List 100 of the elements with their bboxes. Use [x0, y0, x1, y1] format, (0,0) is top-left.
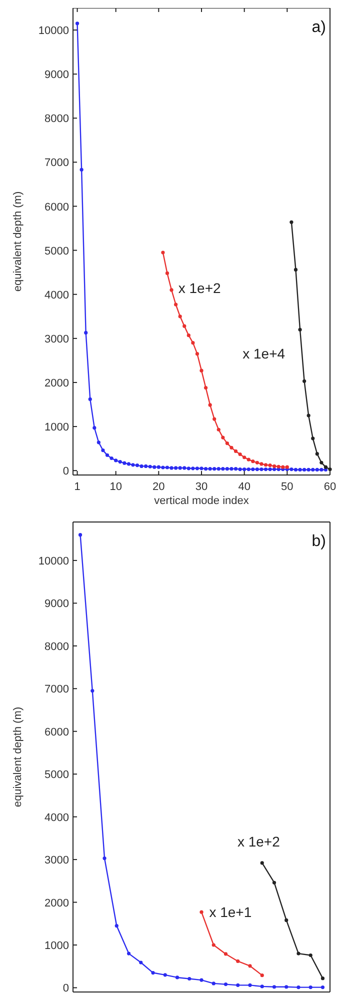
annotation: x 1e+2	[178, 280, 222, 296]
point	[294, 468, 298, 472]
point	[315, 468, 319, 472]
point	[302, 379, 306, 383]
point	[212, 417, 216, 421]
point	[174, 302, 178, 306]
y-tick-label: 2000	[44, 897, 69, 910]
x-tick-label: 1	[74, 481, 80, 493]
point	[188, 976, 192, 981]
point	[114, 458, 118, 462]
point	[208, 403, 212, 407]
point	[296, 952, 300, 956]
point	[200, 368, 204, 372]
point	[163, 973, 167, 977]
point	[236, 983, 240, 987]
point	[246, 458, 250, 462]
point	[161, 250, 165, 254]
point	[174, 466, 178, 470]
point	[161, 466, 165, 470]
point	[84, 330, 88, 334]
point	[264, 467, 268, 472]
point	[260, 467, 264, 472]
point	[311, 436, 315, 440]
point	[298, 328, 302, 332]
point	[308, 953, 312, 958]
point	[126, 462, 130, 466]
point	[75, 22, 80, 26]
y-tick-label: 9000	[44, 598, 69, 610]
point	[238, 452, 242, 456]
point	[272, 464, 276, 468]
y-tick-label: 8000	[44, 113, 69, 126]
x-tick-label: 40	[238, 481, 250, 493]
point	[272, 467, 276, 472]
point	[315, 452, 319, 456]
point	[251, 460, 255, 464]
y-tick-label: 10000	[38, 25, 69, 38]
point	[195, 466, 200, 470]
annotation: x 1e+2	[237, 833, 280, 850]
point	[320, 976, 325, 980]
point	[236, 959, 240, 964]
point	[144, 464, 148, 468]
point	[276, 464, 280, 468]
point	[178, 314, 182, 318]
point	[152, 465, 156, 469]
x-axis-title: vertical mode index	[154, 495, 250, 507]
y-tick-label: 3000	[44, 333, 69, 346]
point	[78, 533, 82, 537]
point	[208, 467, 212, 471]
point	[281, 465, 285, 469]
x-tick-label: 60	[324, 481, 336, 493]
point	[230, 467, 234, 471]
point	[238, 467, 242, 472]
point	[246, 467, 250, 472]
y-axis-title: equivalent depth (m)	[12, 191, 24, 292]
point	[204, 386, 208, 390]
point	[306, 414, 310, 418]
point	[248, 964, 252, 968]
y-tick-label: 0	[62, 466, 69, 478]
point	[200, 978, 204, 982]
point	[311, 468, 315, 472]
point	[92, 426, 96, 430]
point	[170, 466, 174, 470]
x-tick-label: 50	[281, 481, 294, 493]
point	[96, 440, 100, 444]
point	[200, 466, 204, 470]
point	[268, 464, 272, 468]
point	[182, 466, 186, 470]
point	[306, 468, 310, 472]
point	[88, 397, 92, 402]
point	[251, 467, 255, 472]
point	[255, 460, 259, 464]
point	[221, 436, 225, 440]
point	[284, 918, 288, 922]
y-tick-label: 1000	[44, 422, 69, 434]
point	[260, 984, 264, 988]
y-tick-label: 4000	[44, 289, 69, 302]
point	[148, 464, 152, 468]
point	[320, 986, 325, 990]
point	[260, 974, 264, 978]
point	[212, 467, 216, 471]
annotation: b)	[312, 533, 326, 550]
point	[298, 468, 302, 472]
point	[290, 467, 294, 472]
point	[320, 460, 324, 464]
point	[290, 220, 294, 224]
point	[216, 467, 220, 471]
point	[165, 271, 170, 276]
point	[118, 460, 122, 464]
point	[151, 970, 155, 975]
point	[102, 856, 106, 860]
point	[324, 465, 328, 469]
point	[255, 467, 259, 472]
point	[285, 465, 289, 469]
point	[221, 467, 225, 471]
point	[260, 861, 264, 865]
point	[234, 467, 238, 471]
point	[114, 924, 118, 928]
point	[182, 324, 186, 328]
y-tick-label: 4000	[44, 812, 69, 824]
point	[204, 467, 208, 471]
